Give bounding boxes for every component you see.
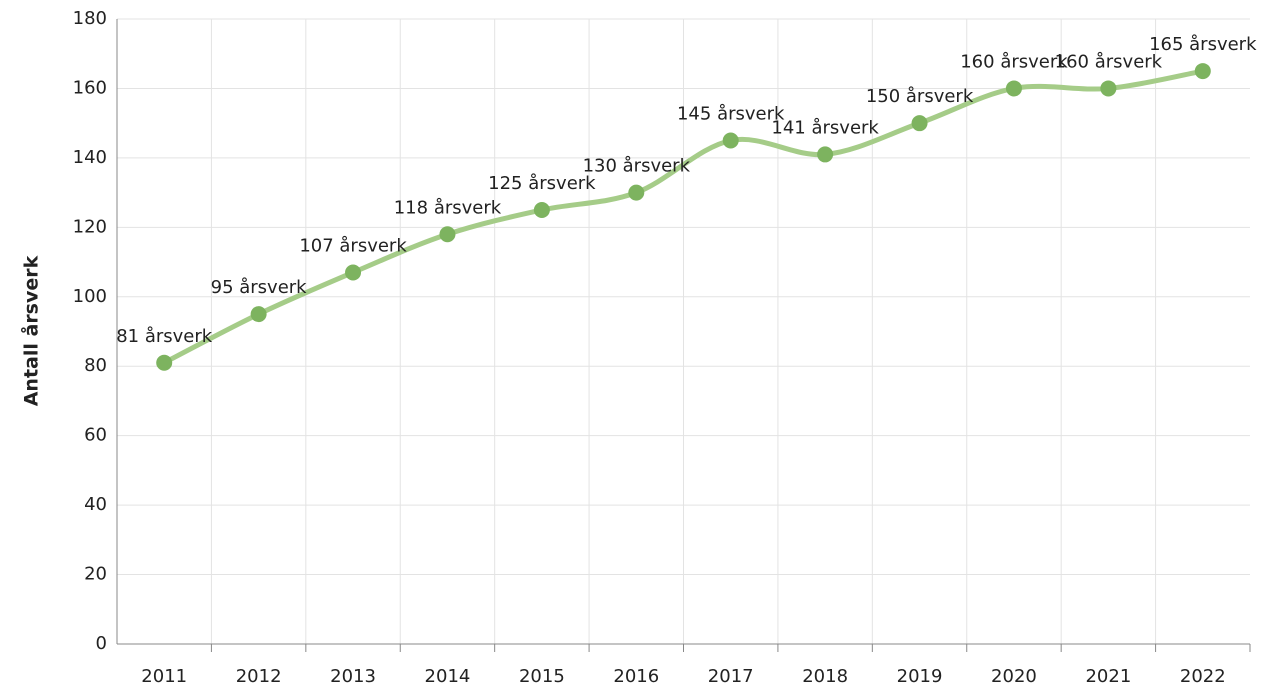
point (1100, 80, 1117, 97)
data-label: 141 årsverk (771, 117, 879, 138)
point (1194, 63, 1211, 80)
x-tick-label: 2013 (330, 666, 376, 687)
y-tick-label: 80 (84, 355, 107, 376)
data-label: 125 årsverk (488, 173, 596, 194)
x-tick-label: 2021 (1085, 666, 1131, 687)
y-tick-label: 120 (73, 216, 107, 237)
x-tick-label: 2017 (708, 666, 754, 687)
data-label: 118 årsverk (394, 197, 502, 218)
y-tick-label: 40 (84, 494, 107, 515)
data-label: 160 årsverk (1055, 51, 1163, 72)
y-tick-label: 180 (73, 8, 107, 29)
point (250, 306, 267, 323)
x-tick-label: 2019 (897, 666, 943, 687)
point (345, 264, 362, 281)
y-tick-label: 160 (73, 77, 107, 98)
y-tick-label: 140 (73, 147, 107, 168)
x-tick-label: 2012 (236, 666, 282, 687)
y-tick-label: 100 (73, 286, 107, 307)
data-label: 107 årsverk (299, 235, 407, 256)
point (817, 146, 834, 163)
data-label: 165 årsverk (1149, 34, 1257, 55)
x-tick-label: 2011 (141, 666, 187, 687)
y-tick-label: 0 (96, 633, 107, 654)
data-label: 150 årsverk (866, 86, 974, 107)
data-label: 130 årsverk (583, 156, 691, 177)
point (156, 354, 173, 371)
point (722, 132, 739, 149)
data-label: 81 årsverk (116, 326, 213, 347)
x-tick-label: 2014 (425, 666, 471, 687)
y-tick-label: 20 (84, 564, 107, 585)
x-tick-label: 2016 (613, 666, 659, 687)
data-label: 95 årsverk (211, 277, 308, 298)
point (533, 201, 550, 218)
x-tick-label: 2018 (802, 666, 848, 687)
point (439, 226, 456, 243)
data-label: 145 årsverk (677, 104, 785, 125)
x-tick-label: 2022 (1180, 666, 1226, 687)
point (1005, 80, 1022, 97)
point (628, 184, 645, 201)
x-tick-label: 2020 (991, 666, 1037, 687)
y-tick-label: 60 (84, 425, 107, 446)
data-label: 160 årsverk (960, 51, 1068, 72)
y-axis-title: Antall årsverk (19, 255, 43, 406)
point (911, 115, 928, 132)
x-tick-label: 2015 (519, 666, 565, 687)
